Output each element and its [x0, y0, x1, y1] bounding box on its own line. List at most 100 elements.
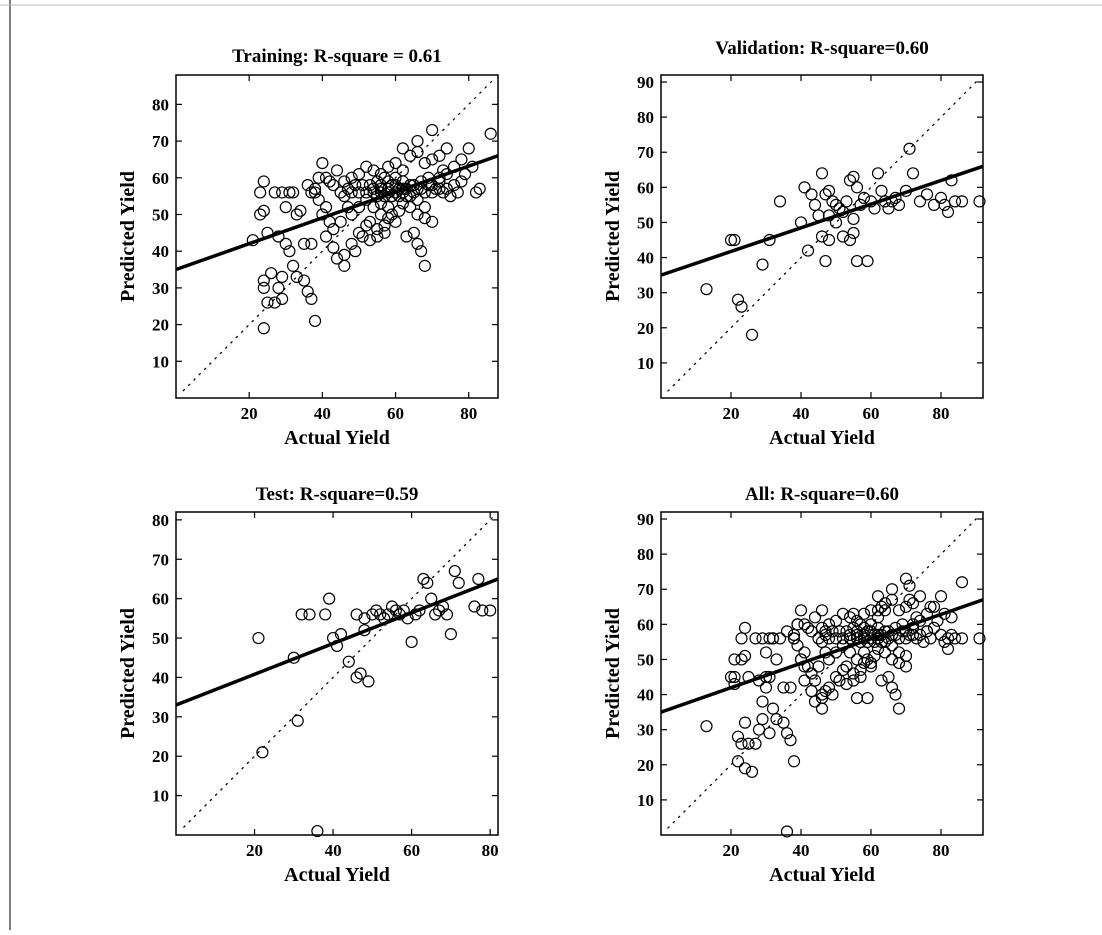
x-tick-label: 20	[246, 841, 263, 860]
data-point	[847, 212, 860, 226]
data-point	[822, 632, 836, 645]
data-point	[815, 688, 829, 701]
data-point	[885, 593, 899, 606]
regression-line	[175, 154, 499, 272]
data-point	[338, 248, 351, 261]
data-point	[840, 625, 853, 638]
data-point	[371, 175, 384, 188]
data-point	[735, 632, 748, 645]
data-point	[418, 212, 431, 225]
data-point	[396, 142, 409, 155]
data-point	[948, 632, 962, 645]
data-point	[404, 149, 417, 162]
data-point	[319, 608, 332, 621]
data-point	[885, 639, 899, 652]
data-point	[400, 190, 413, 203]
data-point	[367, 201, 380, 214]
data-point	[738, 762, 752, 775]
data-point	[352, 168, 366, 181]
data-point	[700, 283, 713, 296]
x-tick-label: 20	[241, 404, 258, 423]
data-point	[455, 153, 468, 166]
data-point	[700, 720, 713, 733]
data-point	[301, 179, 314, 192]
data-point	[451, 186, 464, 199]
x-tick-label: 60	[403, 841, 420, 860]
data-point	[906, 597, 920, 610]
data-point	[766, 632, 780, 645]
data-point	[738, 621, 752, 634]
data-point	[360, 186, 373, 199]
data-point	[462, 142, 475, 155]
data-point	[452, 576, 465, 590]
data-point	[938, 198, 951, 212]
scatter-panel-4: 20 40 60 80 10 20 30 40 50 60 70 80 90 All: R-square=…	[602, 484, 986, 886]
data-point	[417, 572, 430, 586]
data-point	[798, 618, 811, 631]
y-tick-label: 50	[152, 205, 169, 224]
data-point	[338, 175, 351, 188]
data-point	[433, 149, 446, 162]
data-point	[878, 597, 892, 610]
x-tick-label: 40	[314, 404, 331, 423]
data-point	[903, 142, 916, 155]
data-point	[374, 608, 387, 621]
data-point	[913, 195, 927, 208]
data-point	[875, 674, 888, 687]
data-point	[780, 727, 794, 740]
data-point	[469, 186, 483, 199]
data-point	[815, 691, 829, 705]
panel-title: Validation: R-square=0.60	[715, 38, 929, 59]
data-point	[349, 245, 362, 258]
y-tick-label: 60	[637, 178, 654, 197]
data-point	[819, 684, 832, 698]
data-point	[276, 270, 289, 283]
data-point	[875, 600, 888, 613]
data-point	[833, 674, 846, 687]
data-point	[350, 608, 363, 621]
y-tick-label: 30	[152, 279, 169, 298]
data-point	[847, 667, 860, 680]
data-point	[798, 674, 811, 687]
data-point	[885, 653, 899, 666]
scatter-panel-1: 20 40 60 80 10 20 30 40 50 60 70 80 Training: R-squa…	[117, 46, 499, 449]
data-point	[850, 691, 864, 705]
data-point	[405, 635, 418, 649]
data-point	[358, 612, 371, 625]
y-tick-label: 40	[152, 668, 169, 687]
data-point	[822, 618, 836, 631]
data-point	[847, 621, 860, 634]
data-point	[770, 653, 783, 666]
data-point	[843, 174, 857, 187]
data-point	[411, 208, 424, 221]
data-point	[252, 631, 265, 645]
data-point	[363, 179, 377, 192]
data-point	[861, 653, 874, 666]
data-point	[385, 600, 399, 613]
data-point	[429, 608, 442, 621]
data-point	[955, 576, 969, 589]
data-point	[826, 688, 839, 701]
identity-line	[182, 78, 495, 392]
data-point	[777, 681, 790, 694]
data-point	[254, 208, 267, 221]
data-point	[367, 182, 380, 195]
data-point	[407, 226, 420, 239]
y-tick-label: 30	[152, 708, 169, 727]
data-point	[756, 695, 769, 708]
data-point	[319, 171, 333, 184]
data-point	[840, 195, 853, 208]
data-point	[745, 328, 759, 341]
data-point	[385, 179, 398, 192]
x-tick-label: 80	[933, 841, 950, 860]
data-point	[385, 208, 398, 221]
data-point	[861, 691, 874, 705]
data-point	[819, 628, 832, 641]
panel-title: All: R-square=0.60	[745, 484, 899, 505]
y-tick-label: 60	[637, 615, 654, 634]
data-point	[836, 663, 850, 677]
data-point	[934, 628, 948, 641]
data-point	[899, 600, 913, 613]
y-tick-label: 50	[637, 650, 654, 669]
x-axis-label: Actual Yield	[284, 864, 390, 886]
